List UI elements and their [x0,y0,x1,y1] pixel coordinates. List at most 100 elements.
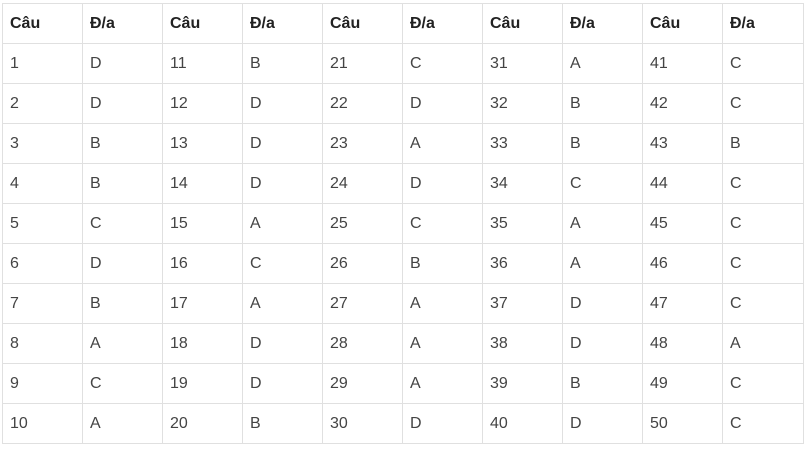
question-number-cell: 33 [482,123,563,164]
header-row: Câu Đ/a Câu Đ/a Câu Đ/a Câu Đ/a Câu Đ/a [2,3,804,44]
question-number-cell: 23 [322,123,403,164]
answer-cell: D [242,323,323,364]
answer-cell: A [562,203,643,244]
table-row: 9 C 19 D 29 A 39 B 49 C [2,363,804,404]
answer-cell: A [562,43,643,84]
answer-cell: C [82,363,163,404]
question-number-cell: 44 [642,163,723,204]
question-number-cell: 16 [162,243,243,284]
header-answer: Đ/a [722,3,804,44]
answer-cell: B [82,283,163,324]
answer-cell: C [722,83,804,124]
table-row: 4 B 14 D 24 D 34 C 44 C [2,163,804,204]
question-number-cell: 21 [322,43,403,84]
header-answer: Đ/a [242,3,323,44]
answer-cell: C [562,163,643,204]
question-number-cell: 31 [482,43,563,84]
question-number-cell: 10 [2,403,83,444]
answer-cell: D [242,83,323,124]
question-number-cell: 39 [482,363,563,404]
question-number-cell: 34 [482,163,563,204]
question-number-cell: 36 [482,243,563,284]
answer-cell: D [82,43,163,84]
question-number-cell: 28 [322,323,403,364]
question-number-cell: 6 [2,243,83,284]
table-row: 6 D 16 C 26 B 36 A 46 C [2,243,804,284]
question-number-cell: 18 [162,323,243,364]
answer-cell: A [242,203,323,244]
table-row: 8 A 18 D 28 A 38 D 48 A [2,323,804,364]
answer-cell: D [242,163,323,204]
table-row: 3 B 13 D 23 A 33 B 43 B [2,123,804,164]
answer-cell: C [402,203,483,244]
table-body: 1 D 11 B 21 C 31 A 41 C 2 D 12 D 22 D 32 B 42 C 3 B 13 D 23 A 33 B 4… [2,43,804,444]
answer-cell: B [82,123,163,164]
question-number-cell: 26 [322,243,403,284]
answer-cell: C [722,403,804,444]
header-answer: Đ/a [402,3,483,44]
question-number-cell: 38 [482,323,563,364]
question-number-cell: 24 [322,163,403,204]
question-number-cell: 4 [2,163,83,204]
question-number-cell: 12 [162,83,243,124]
answer-cell: C [242,243,323,284]
question-number-cell: 13 [162,123,243,164]
question-number-cell: 7 [2,283,83,324]
question-number-cell: 32 [482,83,563,124]
answer-cell: D [402,403,483,444]
question-number-cell: 17 [162,283,243,324]
answer-cell: A [402,323,483,364]
table-header: Câu Đ/a Câu Đ/a Câu Đ/a Câu Đ/a Câu Đ/a [2,3,804,44]
header-question-number: Câu [322,3,403,44]
question-number-cell: 14 [162,163,243,204]
question-number-cell: 30 [322,403,403,444]
answer-cell: C [722,203,804,244]
question-number-cell: 29 [322,363,403,404]
answer-cell: D [562,403,643,444]
answer-cell: C [722,283,804,324]
answer-cell: C [402,43,483,84]
header-question-number: Câu [162,3,243,44]
answer-cell: A [722,323,804,364]
answer-cell: B [242,43,323,84]
question-number-cell: 5 [2,203,83,244]
question-number-cell: 43 [642,123,723,164]
question-number-cell: 25 [322,203,403,244]
question-number-cell: 11 [162,43,243,84]
answer-cell: A [562,243,643,284]
table-row: 7 B 17 A 27 A 37 D 47 C [2,283,804,324]
question-number-cell: 15 [162,203,243,244]
question-number-cell: 35 [482,203,563,244]
header-answer: Đ/a [562,3,643,44]
answer-cell: A [402,123,483,164]
answer-cell: D [242,363,323,404]
table-row: 10 A 20 B 30 D 40 D 50 C [2,403,804,444]
question-number-cell: 45 [642,203,723,244]
question-number-cell: 8 [2,323,83,364]
question-number-cell: 27 [322,283,403,324]
question-number-cell: 37 [482,283,563,324]
question-number-cell: 41 [642,43,723,84]
question-number-cell: 20 [162,403,243,444]
answer-cell: C [722,163,804,204]
header-question-number: Câu [642,3,723,44]
answer-cell: A [82,403,163,444]
answer-cell: C [722,43,804,84]
question-number-cell: 1 [2,43,83,84]
answer-cell: A [242,283,323,324]
answer-cell: D [562,283,643,324]
answer-cell: B [82,163,163,204]
header-question-number: Câu [482,3,563,44]
question-number-cell: 48 [642,323,723,364]
answer-cell: A [82,323,163,364]
answer-cell: D [562,323,643,364]
header-question-number: Câu [2,3,83,44]
answer-cell: A [402,363,483,404]
answer-cell: B [562,123,643,164]
question-number-cell: 22 [322,83,403,124]
answer-cell: B [722,123,804,164]
answer-cell: B [242,403,323,444]
answer-cell: D [402,83,483,124]
question-number-cell: 50 [642,403,723,444]
answer-cell: C [82,203,163,244]
